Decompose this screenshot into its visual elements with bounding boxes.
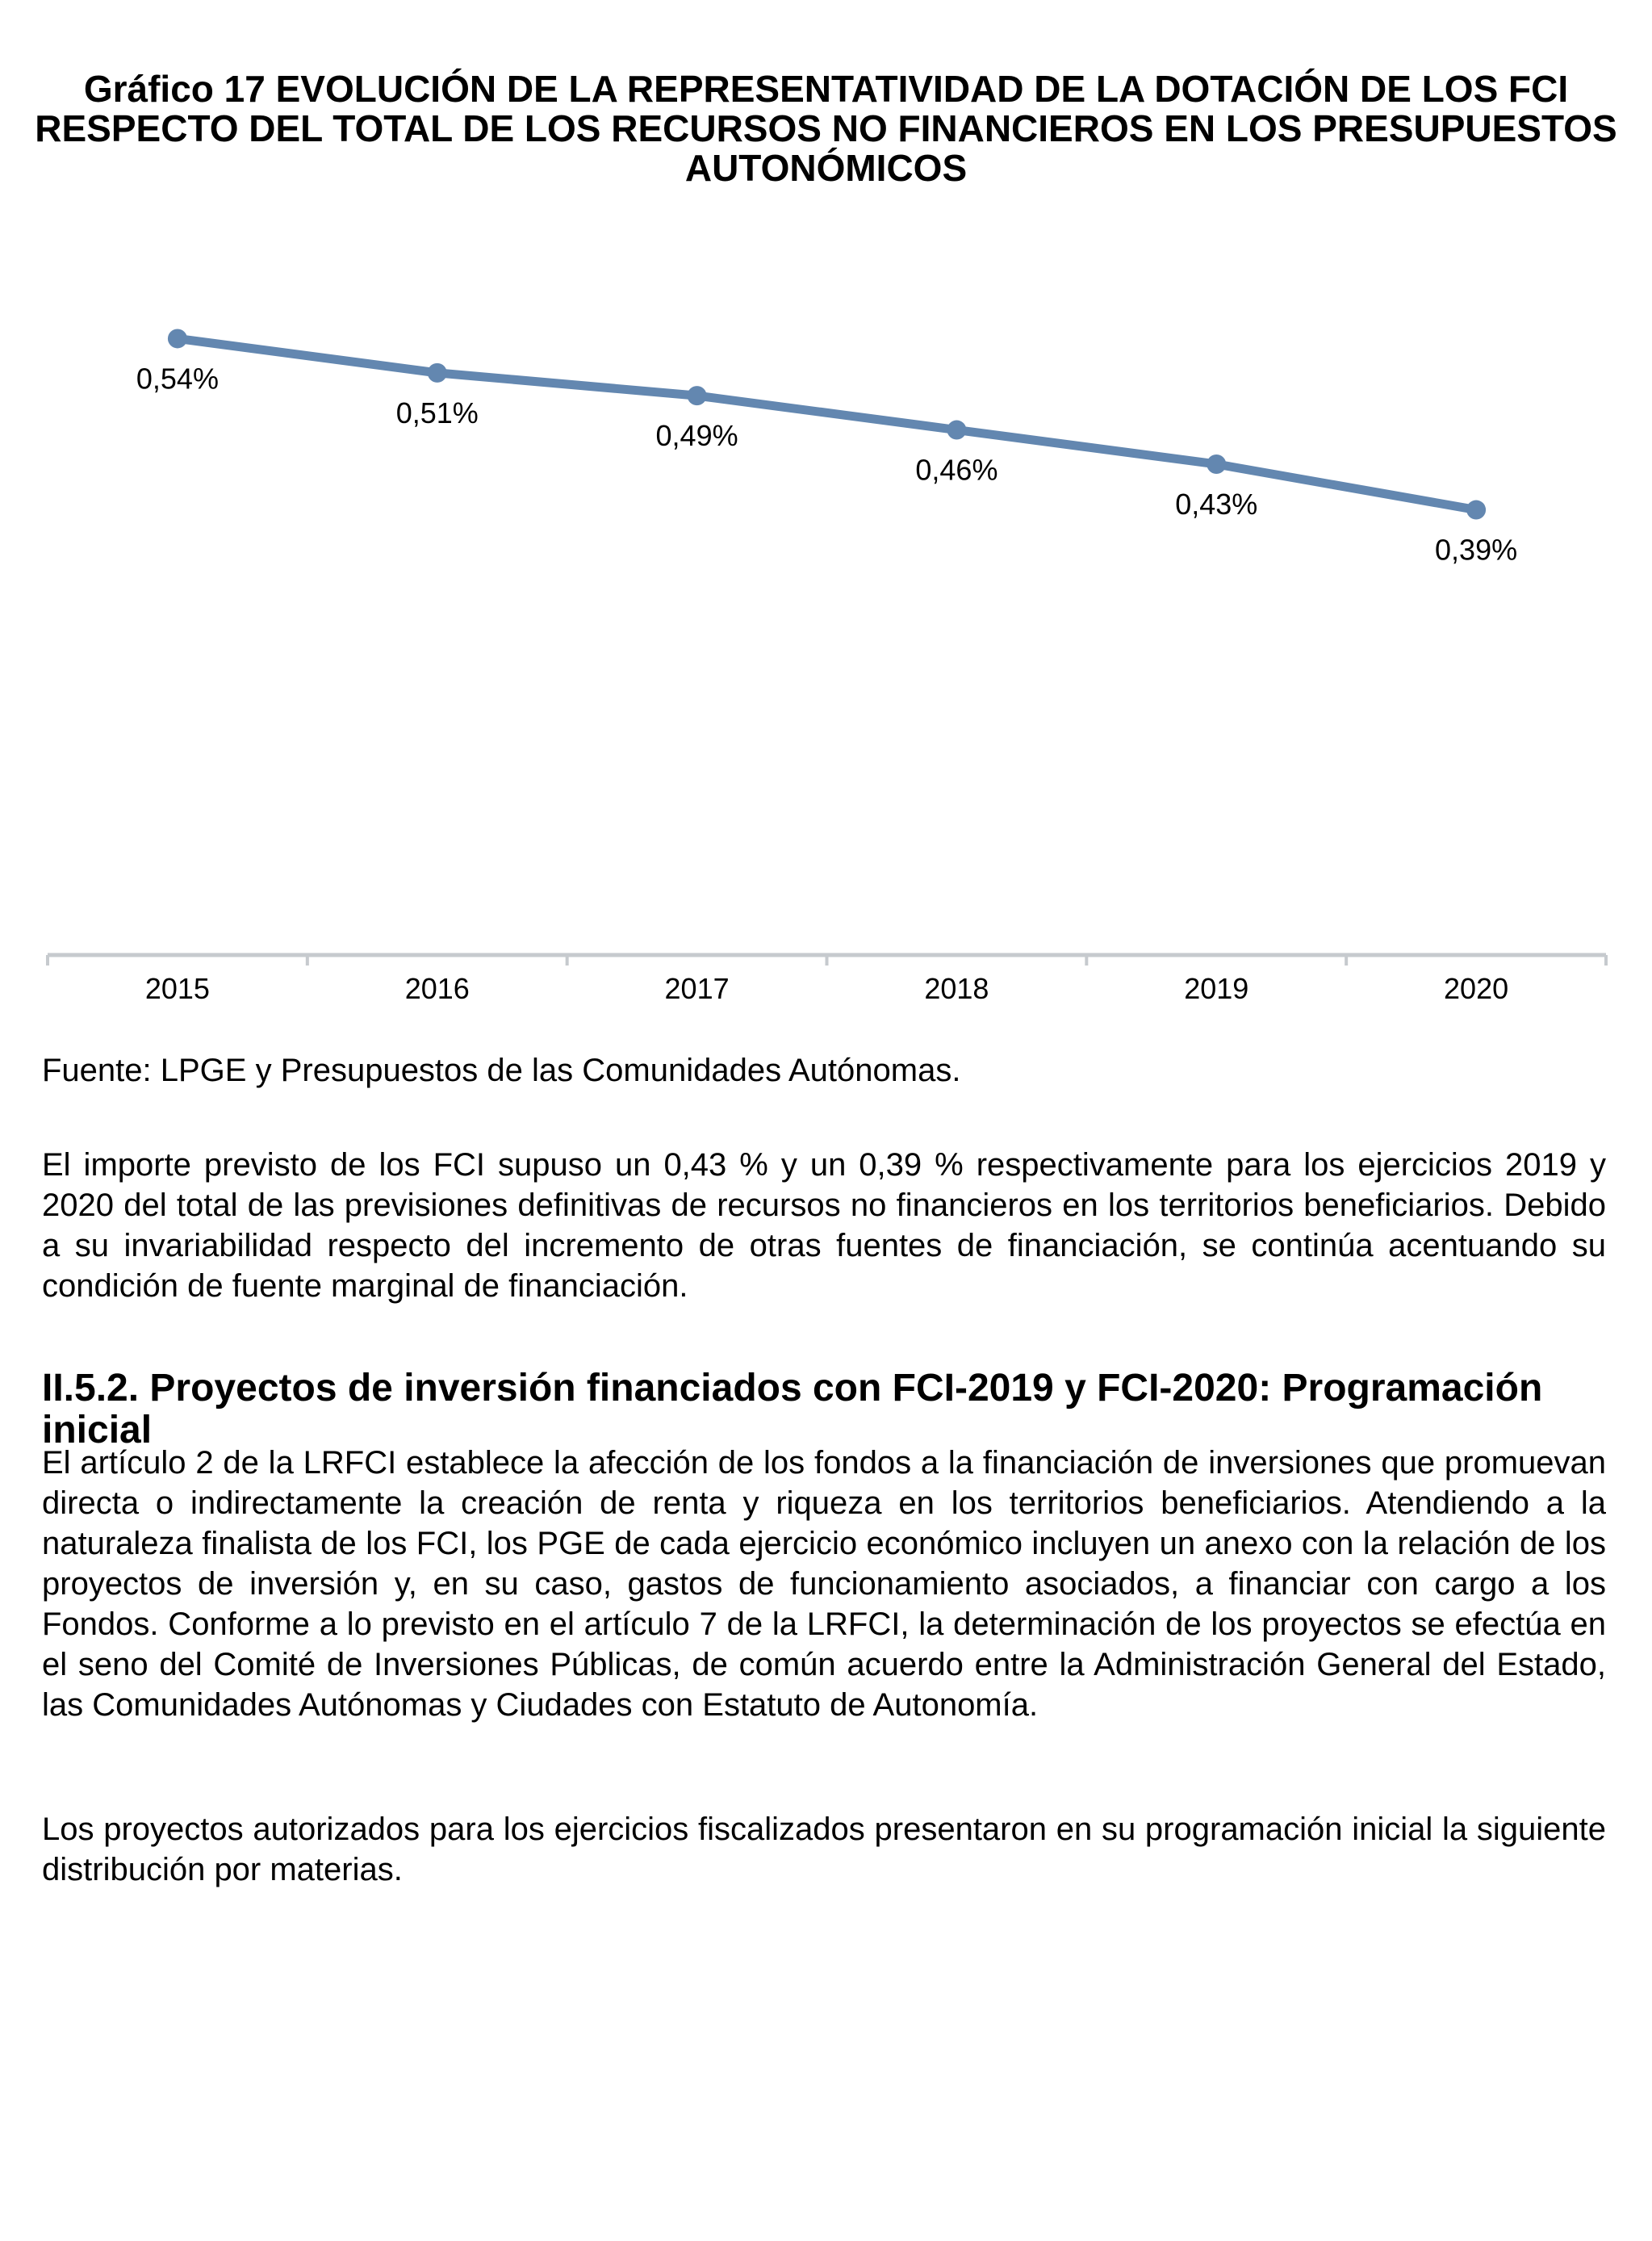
- line-chart-svg: 0,54% 0,51% 0,49% 0,46% 0,43% 0,39% 2015 2016 20…: [46, 329, 1608, 1005]
- figure-title-line-3: AUTONÓMICOS: [684, 147, 968, 189]
- data-label: 0,43%: [1175, 488, 1257, 521]
- figure-title-line-1: Gráfico 17 EVOLUCIÓN DE LA REPRESENTATIV…: [83, 68, 1569, 110]
- data-label: 0,46%: [915, 454, 997, 487]
- x-axis-label: 2019: [1184, 972, 1248, 1005]
- data-point-marker: [687, 386, 707, 406]
- paragraph-proyectos-autorizados: Los proyectos autorizados para los ejerc…: [42, 1812, 1606, 1887]
- paragraph-fci-importe: El importe previsto de los FCI supuso un…: [42, 1147, 1606, 1304]
- x-axis-label: 2016: [405, 972, 470, 1005]
- figure-title: Gráfico 17 EVOLUCIÓN DE LA REPRESENTATIV…: [0, 69, 1652, 188]
- data-point-marker: [947, 420, 967, 440]
- data-label: 0,54%: [136, 362, 219, 395]
- data-label: 0,51%: [396, 396, 479, 429]
- x-axis-label: 2020: [1444, 972, 1508, 1005]
- source-note: Fuente: LPGE y Presupuestos de las Comun…: [42, 1053, 961, 1088]
- data-label: 0,49%: [656, 419, 738, 452]
- figure-title-line-2: RESPECTO DEL TOTAL DE LOS RECURSOS NO FI…: [35, 107, 1617, 149]
- data-label: 0,39%: [1435, 534, 1517, 567]
- data-point-marker: [1466, 500, 1487, 520]
- x-axis-label: 2017: [665, 972, 730, 1005]
- x-axis-label: 2015: [145, 972, 210, 1005]
- data-point-marker: [1207, 454, 1227, 474]
- line-chart: 0,54% 0,51% 0,49% 0,46% 0,43% 0,39% 2015 2016 20…: [0, 266, 1652, 1017]
- x-axis-label: 2018: [924, 972, 989, 1005]
- data-point-marker: [427, 362, 447, 383]
- series-line: [173, 333, 1481, 515]
- paragraph-articulo-2: El artículo 2 de la LRFCI establece la a…: [42, 1445, 1606, 1723]
- section-heading: II.5.2. Proyectos de inversión financiad…: [42, 1367, 1543, 1451]
- data-point-marker: [167, 329, 187, 349]
